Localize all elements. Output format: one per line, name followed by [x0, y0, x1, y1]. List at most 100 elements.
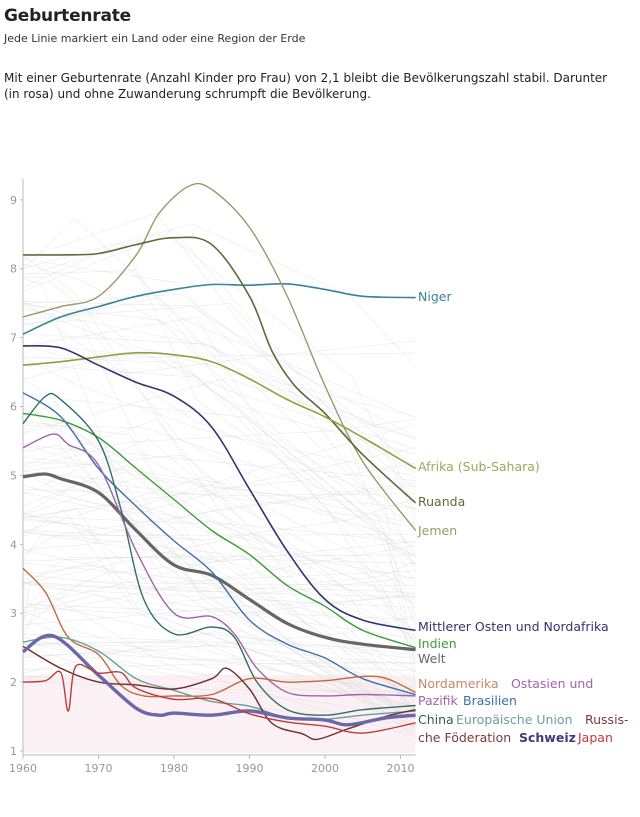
background-line — [22, 576, 416, 606]
series-line-ruanda — [22, 236, 417, 504]
highlighted-series — [22, 182, 417, 741]
background-line — [22, 444, 416, 525]
chart-description: Mit einer Geburtenrate (Anzahl Kinder pr… — [4, 71, 608, 101]
background-line — [22, 587, 416, 617]
background-line — [22, 593, 416, 618]
background-line — [22, 344, 416, 455]
background-line — [22, 423, 416, 514]
y-tick-label: 8 — [10, 263, 17, 276]
series-line-indien — [22, 412, 416, 649]
background-line — [22, 447, 416, 515]
series-label: Welt — [418, 651, 446, 666]
x-tick-label: 1990 — [236, 762, 264, 775]
background-line — [22, 465, 416, 640]
x-tick-label: 1970 — [85, 762, 113, 775]
series-label: China — [418, 712, 454, 727]
y-tick-label: 4 — [10, 538, 17, 551]
background-line — [22, 482, 416, 535]
series-label: Niger — [418, 289, 452, 304]
background-line — [22, 646, 416, 726]
background-line — [22, 425, 416, 565]
background-line — [22, 534, 416, 561]
background-line — [22, 456, 416, 585]
series-line-russische-föderation — [22, 645, 416, 741]
background-line — [22, 562, 416, 649]
background-line — [22, 299, 416, 511]
background-line — [22, 508, 416, 708]
background-line — [22, 377, 416, 440]
series-line-ostasien-und-pazifik — [22, 433, 416, 697]
background-line — [22, 489, 416, 496]
background-line — [22, 297, 416, 439]
background-line — [22, 610, 416, 707]
axes: 1 2 3 4 5 6 7 8 9 1960 1970 1980 1990 2000 2010 — [9, 179, 416, 775]
background-line — [22, 472, 416, 543]
y-tick-label: 9 — [10, 194, 17, 207]
background-line — [22, 641, 416, 714]
series-label: Europäische Union — [456, 712, 573, 727]
background-line — [22, 603, 416, 655]
background-line — [22, 589, 416, 738]
background-line — [22, 223, 416, 368]
y-tick-label: 6 — [10, 401, 17, 414]
background-line — [22, 444, 416, 719]
background-line — [22, 648, 416, 696]
background-line — [22, 357, 416, 477]
background-line — [22, 302, 416, 438]
background-line — [22, 255, 416, 732]
series-line-brasilien — [22, 392, 416, 696]
background-line — [22, 540, 416, 607]
background-line — [22, 263, 416, 489]
series-line-china — [22, 392, 416, 716]
background-line — [22, 258, 416, 475]
y-tick-label: 3 — [10, 607, 17, 620]
background-line — [22, 615, 416, 657]
y-tick-label: 1 — [10, 745, 17, 758]
background-line — [22, 422, 416, 481]
y-tick-label: 5 — [10, 469, 17, 482]
background-line — [22, 402, 416, 735]
series-label: Indien — [418, 636, 457, 651]
background-line — [22, 418, 416, 470]
series-label: Ruanda — [418, 494, 465, 509]
x-tick-label: 1960 — [9, 762, 37, 775]
background-line — [22, 438, 416, 713]
background-line — [22, 234, 416, 520]
background-line — [22, 633, 416, 650]
y-tick-label: 7 — [10, 332, 17, 345]
background-line — [22, 477, 416, 516]
background-line — [22, 520, 416, 693]
background-line — [22, 217, 416, 419]
background-line — [22, 308, 416, 671]
x-tick-label: 1980 — [160, 762, 188, 775]
background-line — [22, 357, 416, 654]
series-line-niger — [22, 282, 416, 335]
chart-title: Geburtenrate — [4, 6, 132, 26]
series-label: Pazifik — [418, 693, 459, 708]
series-label: Russis- — [585, 712, 629, 727]
series-line-nordamerika — [22, 567, 416, 698]
series-label: Schweiz — [519, 730, 576, 745]
series-line-jemen — [22, 182, 417, 531]
background-line — [22, 564, 416, 640]
background-line — [22, 270, 416, 608]
series-labels: Niger Afrika (Sub-Sahara) Ruanda Jemen Mittl… — [415, 289, 629, 745]
x-tick-label: 2000 — [311, 762, 339, 775]
background-line — [22, 470, 416, 720]
background-line — [22, 213, 416, 556]
background-line — [22, 352, 416, 380]
background-line — [22, 596, 416, 620]
y-tick-label: 2 — [10, 676, 17, 689]
series-line-welt — [22, 472, 416, 652]
background-line — [22, 498, 416, 541]
series-label: che Föderation — [418, 730, 511, 745]
background-line — [22, 555, 416, 738]
background-line — [22, 301, 416, 469]
background-line — [22, 507, 416, 711]
background-line — [22, 561, 416, 593]
chart-subtitle: Jede Linie markiert ein Land oder eine R… — [4, 32, 306, 45]
background-line — [22, 407, 416, 603]
series-line-japan — [22, 663, 416, 734]
background-line — [22, 293, 416, 572]
